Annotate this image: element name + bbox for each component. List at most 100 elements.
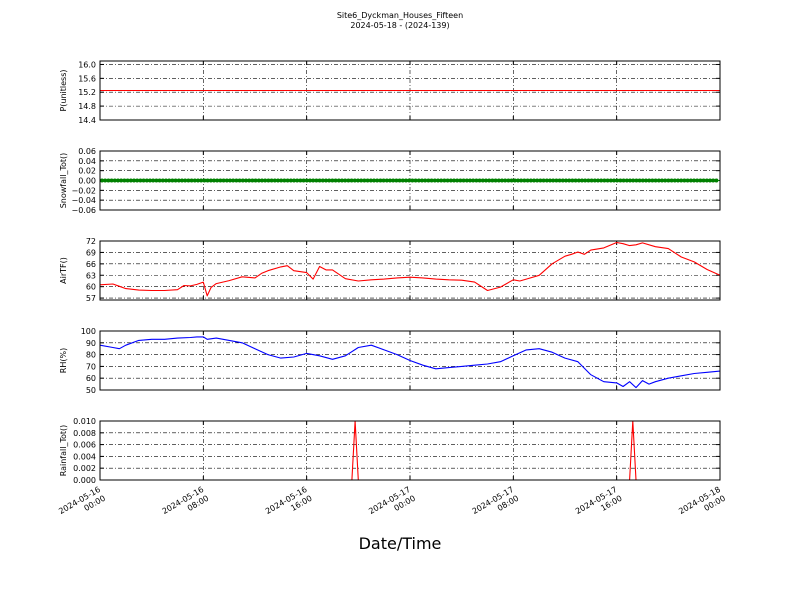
series-marker (621, 178, 626, 183)
series-marker (256, 178, 261, 183)
series-marker (132, 178, 136, 183)
series-marker (308, 178, 312, 183)
series-marker (340, 178, 344, 183)
series-marker (532, 178, 536, 183)
y-tick-label: 14.8 (78, 102, 96, 111)
series-marker (432, 178, 437, 183)
series-marker (202, 178, 207, 183)
series-marker (164, 178, 168, 183)
series-marker (116, 178, 120, 183)
y-tick-label: 0.000 (73, 476, 96, 485)
series-marker (474, 178, 479, 183)
series-marker (186, 178, 191, 183)
series-marker (698, 178, 703, 183)
series-marker (234, 178, 239, 183)
y-axis-label: Rainfall_Tot() (59, 425, 68, 477)
axes-frame (99, 420, 721, 481)
series-marker (669, 178, 674, 183)
y-tick-label: 0.02 (78, 167, 96, 176)
y-tick-label: 15.6 (78, 74, 96, 83)
series-marker (250, 178, 255, 183)
series-marker (477, 178, 482, 183)
series-marker (272, 178, 277, 183)
y-tick-label: 100 (81, 327, 96, 336)
series-marker (199, 178, 204, 183)
series-marker (557, 178, 562, 183)
series-marker (106, 178, 111, 183)
series-marker (154, 178, 159, 183)
series-marker (160, 178, 165, 183)
series-marker (484, 178, 488, 183)
x-axis-label: Date/Time (358, 534, 442, 553)
series-marker (487, 178, 492, 183)
panel-4: 100 90 80 70 60 50 RH(%) (59, 327, 721, 395)
series-marker (388, 178, 392, 183)
series-marker (397, 178, 402, 183)
series-marker (544, 178, 549, 183)
series-marker (496, 178, 501, 183)
y-tick-label: 57 (86, 294, 96, 303)
series-marker (599, 178, 604, 183)
y-tick-label: 69 (86, 248, 96, 257)
series-marker (391, 178, 396, 183)
series-marker (464, 178, 469, 183)
series-marker (519, 178, 524, 183)
series-marker (228, 178, 232, 183)
series-marker (701, 178, 706, 183)
series-marker (602, 178, 607, 183)
y-tick-label: 0.008 (73, 429, 96, 438)
series-marker (298, 178, 303, 183)
y-tick-label: 50 (86, 386, 96, 395)
series-marker (125, 178, 130, 183)
series-marker (189, 178, 194, 183)
series-marker (333, 178, 338, 183)
series-marker (212, 178, 216, 183)
panel-3: 72 69 66 63 60 57 AirTF() (59, 237, 721, 303)
series-marker (365, 178, 370, 183)
series-marker (688, 178, 693, 183)
series-marker (647, 178, 652, 183)
y-tick-label: 16.0 (78, 60, 96, 69)
series-marker (381, 178, 386, 183)
series-marker (320, 178, 325, 183)
series-marker (564, 178, 568, 183)
x-tick-label: 2024-05-1700:00 (367, 485, 417, 525)
y-tick-label: 66 (86, 260, 96, 269)
y-tick-label: −0.02 (71, 186, 96, 195)
y-tick-label: −0.06 (71, 206, 96, 215)
series-marker (429, 178, 434, 183)
y-axis-label: Snowfall_Tot() (59, 153, 68, 209)
series-marker (196, 178, 200, 183)
series-marker (218, 178, 223, 183)
panel-5: 0.010 0.008 0.006 0.004 0.002 0.000 Rainfall_T… (59, 417, 721, 485)
series-marker (490, 178, 495, 183)
y-tick-label: 15.2 (78, 88, 96, 97)
series-marker (528, 178, 533, 183)
series-marker (503, 178, 508, 183)
series-marker (631, 178, 636, 183)
series-marker (372, 178, 376, 183)
x-tick-label: 2024-05-1708:00 (471, 485, 521, 525)
series-marker (288, 178, 293, 183)
x-tick-label: 2024-05-1800:00 (677, 485, 727, 525)
y-tick-label: 63 (86, 271, 96, 280)
series-marker (205, 178, 210, 183)
series-marker (231, 178, 236, 183)
series-line (99, 241, 721, 297)
series-marker (468, 178, 472, 183)
panel-1: 16.0 15.6 15.2 14.8 14.4 P(unitless) (59, 60, 721, 125)
series-marker (378, 178, 383, 183)
series-marker (359, 178, 364, 183)
series-marker (445, 178, 450, 183)
series-marker (349, 178, 354, 183)
series-marker (128, 178, 133, 183)
series-marker (506, 178, 511, 183)
y-axis-label: AirTF() (59, 257, 68, 284)
series-marker (516, 178, 520, 183)
series-marker (240, 178, 245, 183)
series-marker (119, 178, 124, 183)
series-marker (410, 178, 415, 183)
y-tick-label: 14.4 (78, 116, 96, 125)
series-marker (679, 178, 684, 183)
series-marker (576, 178, 581, 183)
